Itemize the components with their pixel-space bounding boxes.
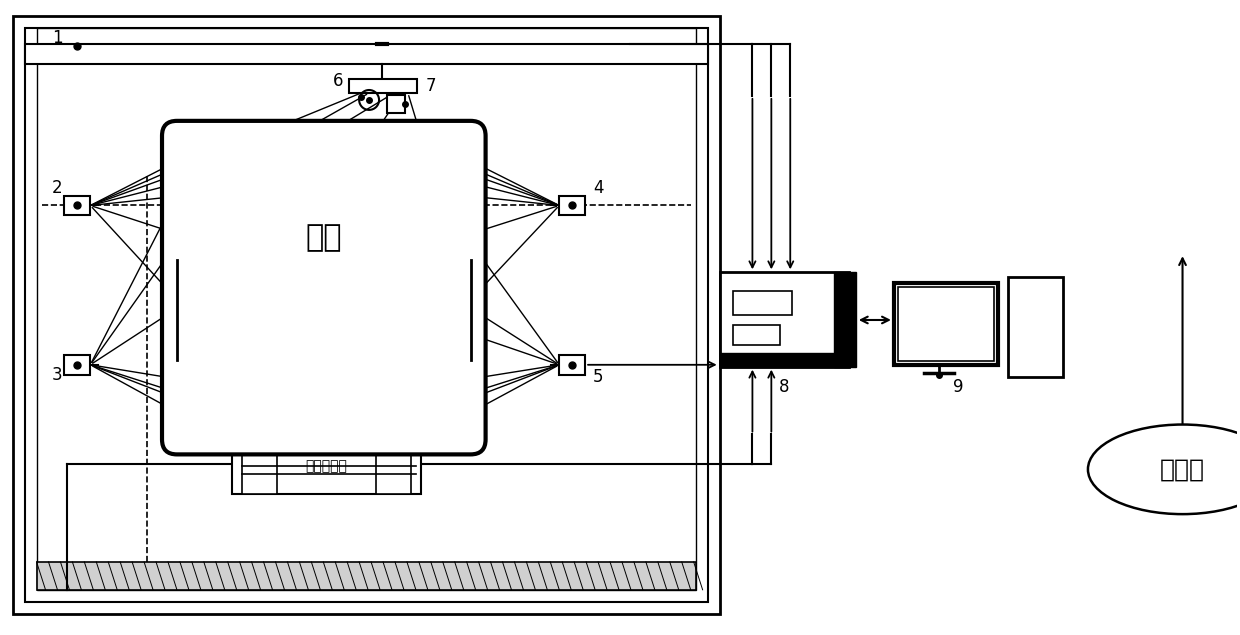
Bar xyxy=(242,452,277,494)
Text: 8: 8 xyxy=(779,378,790,396)
Bar xyxy=(559,355,585,375)
Bar xyxy=(733,291,792,315)
Bar xyxy=(559,196,585,215)
Bar xyxy=(25,44,708,64)
Bar xyxy=(835,272,856,367)
Text: 3: 3 xyxy=(52,366,63,384)
Bar xyxy=(64,196,91,215)
Text: 1: 1 xyxy=(52,29,63,47)
Bar xyxy=(232,439,420,494)
Text: 9: 9 xyxy=(954,378,963,396)
Text: 5: 5 xyxy=(593,368,604,385)
Bar xyxy=(12,17,719,613)
Bar xyxy=(894,283,998,364)
Bar xyxy=(36,562,696,590)
Text: 6: 6 xyxy=(334,72,343,90)
Text: 4: 4 xyxy=(593,178,604,197)
FancyBboxPatch shape xyxy=(162,121,486,455)
Bar xyxy=(36,29,696,590)
Bar xyxy=(898,287,994,361)
Bar xyxy=(64,355,91,375)
Bar xyxy=(376,452,410,494)
Bar xyxy=(25,29,708,602)
Text: 7: 7 xyxy=(425,77,436,95)
Bar xyxy=(387,95,405,113)
Bar xyxy=(719,272,849,367)
Text: 互联网: 互联网 xyxy=(1161,457,1205,481)
Text: 2: 2 xyxy=(52,178,63,197)
Ellipse shape xyxy=(1087,425,1240,514)
Bar xyxy=(719,353,849,367)
Text: 铁轨及路基: 铁轨及路基 xyxy=(305,459,347,473)
Text: 车厢: 车厢 xyxy=(305,224,342,252)
Bar xyxy=(733,325,780,345)
Bar xyxy=(1008,277,1063,377)
Bar xyxy=(350,79,417,93)
